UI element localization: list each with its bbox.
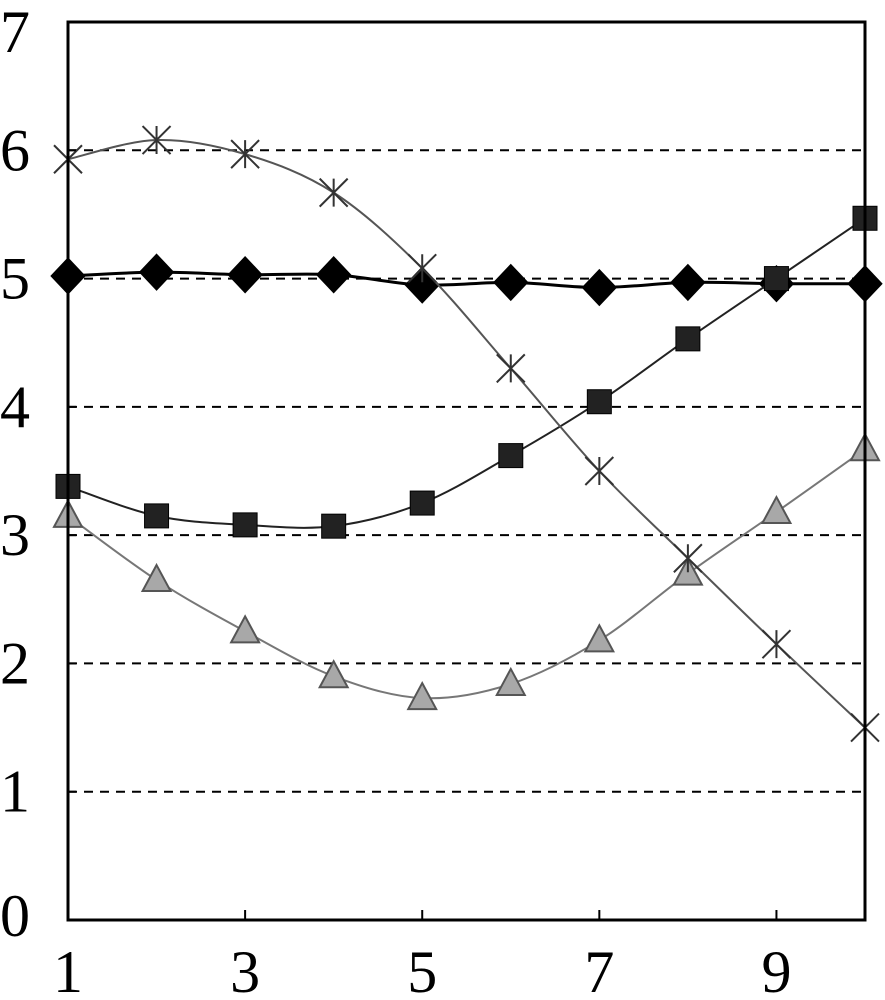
data-point xyxy=(227,255,263,294)
grid-lines xyxy=(68,149,865,793)
data-point xyxy=(141,125,172,155)
data-point xyxy=(140,562,173,593)
y-tick-label: 0 xyxy=(0,883,30,949)
data-point xyxy=(144,503,170,529)
series-layer xyxy=(50,125,883,743)
data-point xyxy=(495,666,527,696)
y-tick-label: 1 xyxy=(0,759,30,825)
data-point xyxy=(232,512,258,538)
series-diamond xyxy=(50,253,883,307)
y-tick-label: 6 xyxy=(0,117,30,183)
data-point xyxy=(498,443,524,469)
series-line xyxy=(67,448,866,700)
y-tick-label: 4 xyxy=(0,374,30,440)
series-line xyxy=(67,270,866,290)
data-point xyxy=(321,513,347,539)
data-point xyxy=(318,177,349,208)
x-tick-label: 5 xyxy=(407,939,437,995)
data-point xyxy=(229,614,261,644)
data-point xyxy=(581,268,618,307)
y-axis: 0 1 2 3 4 5 6 7 xyxy=(0,0,76,949)
data-point xyxy=(406,680,438,711)
data-point xyxy=(761,629,792,659)
data-point xyxy=(586,389,612,415)
series-line xyxy=(67,138,866,729)
data-point xyxy=(760,494,793,525)
data-point xyxy=(315,255,352,294)
data-point xyxy=(675,326,701,352)
x-tick-label: 1 xyxy=(53,939,83,995)
x-tick-label: 7 xyxy=(584,939,614,995)
series-triangle xyxy=(52,432,881,711)
data-point xyxy=(138,253,175,291)
series-star xyxy=(53,125,880,743)
y-tick-label: 3 xyxy=(0,502,30,568)
x-axis: 1 3 5 7 9 xyxy=(53,910,791,1000)
data-point xyxy=(584,456,615,486)
series-line xyxy=(67,217,866,529)
data-point xyxy=(763,266,789,292)
series-square xyxy=(55,205,878,539)
data-point xyxy=(670,263,706,302)
data-point xyxy=(493,263,529,302)
data-point xyxy=(230,139,260,169)
data-point xyxy=(673,543,703,573)
x-tick-label: 9 xyxy=(761,939,791,995)
y-tick-label: 7 xyxy=(0,0,30,65)
x-tick-label: 3 xyxy=(230,939,260,995)
y-tick-label: 5 xyxy=(0,246,30,312)
data-point xyxy=(409,490,435,516)
data-point xyxy=(407,253,437,284)
data-point xyxy=(583,623,616,653)
data-point xyxy=(317,659,350,689)
plot-frame xyxy=(66,20,867,922)
y-tick-label: 2 xyxy=(0,630,30,696)
data-point xyxy=(496,353,526,384)
